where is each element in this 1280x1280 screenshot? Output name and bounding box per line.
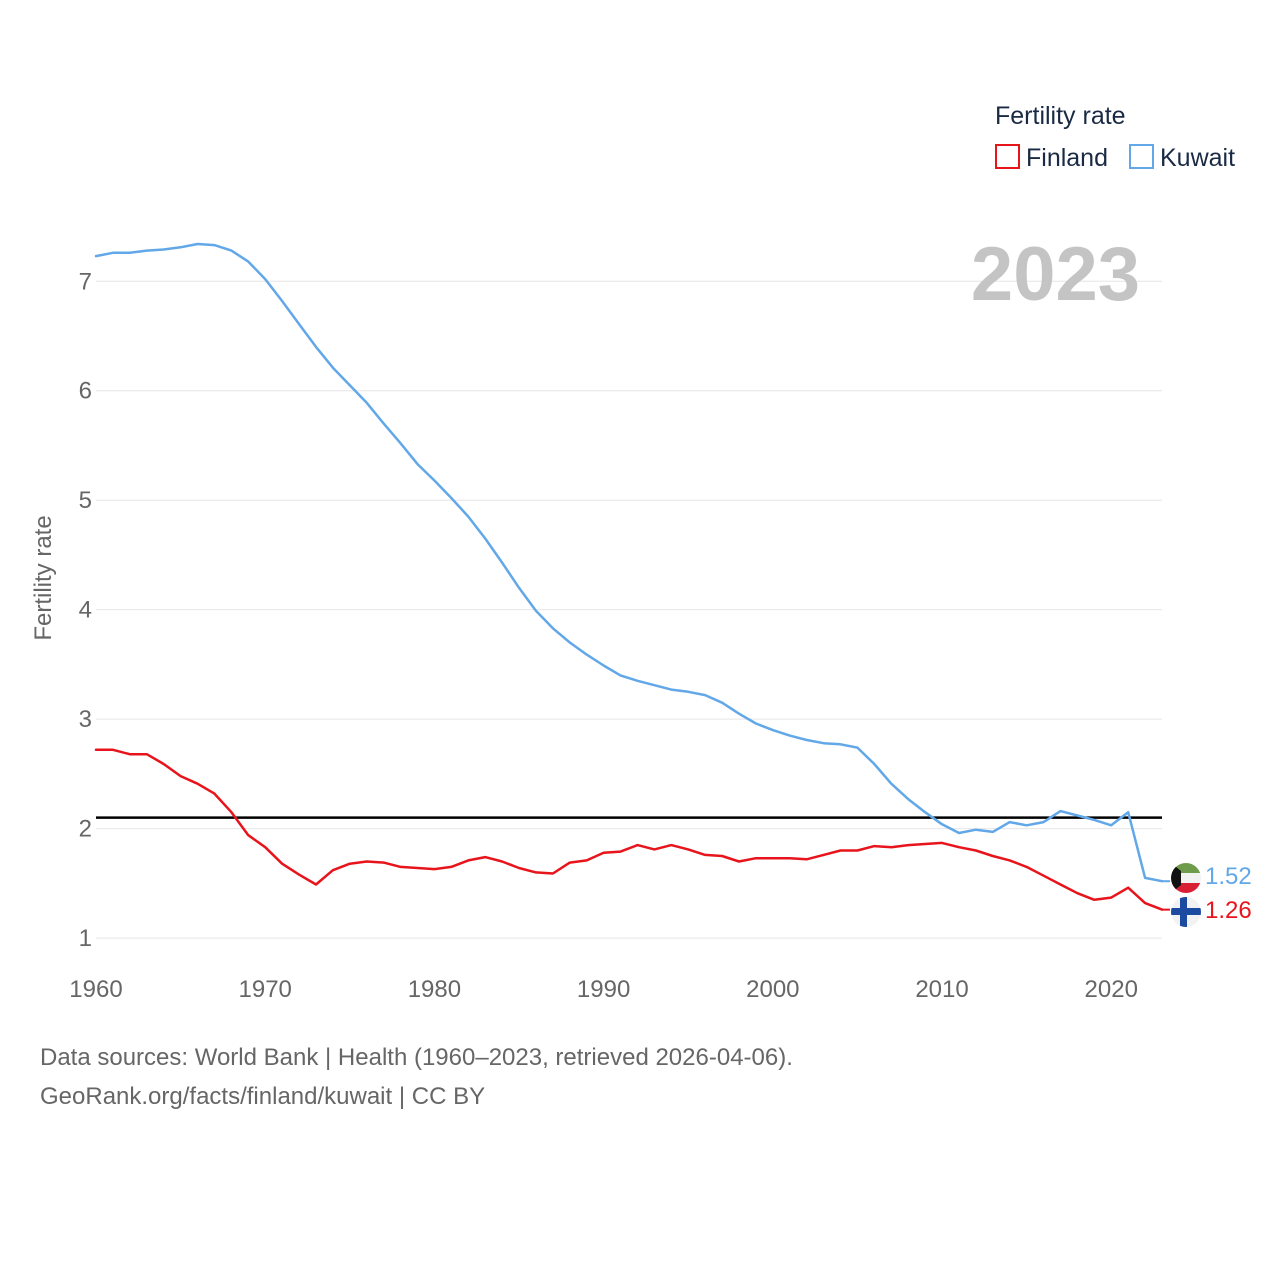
finland-end-value: 1.26 [1205,897,1252,924]
x-tick-label: 1970 [239,976,292,1003]
y-tick-label: 2 [79,816,92,843]
legend-swatch-kuwait [1129,144,1154,169]
x-tick-label: 1960 [69,976,122,1003]
x-tick-label: 2000 [746,976,799,1003]
finland-end-marker: 1.26 [1171,897,1252,927]
footer-sources: Data sources: World Bank | Health (1960–… [40,1044,793,1071]
y-axis-ticks: 1 2 3 4 5 6 7 [79,268,92,952]
y-tick-label: 6 [79,378,92,405]
legend-label-kuwait: Kuwait [1160,144,1235,172]
kuwait-end-value: 1.52 [1205,863,1252,890]
footer-credit: GeoRank.org/facts/finland/kuwait | CC BY [40,1083,486,1110]
y-tick-label: 1 [79,925,92,952]
kuwait-end-marker: 1.52 [1171,863,1252,893]
y-tick-label: 5 [79,487,92,514]
series-line-finland [94,748,1164,911]
x-tick-label: 1980 [408,976,461,1003]
legend: Fertility rate Finland Kuwait [995,102,1235,172]
y-axis-label: Fertility rate [30,515,57,640]
series-lines [94,242,1170,911]
x-axis-ticks: 1960 1970 1980 1990 2000 2010 2020 [69,976,1138,1003]
finland-flag-icon [1171,897,1201,927]
series-line-kuwait [94,242,1164,883]
legend-title: Fertility rate [995,102,1126,130]
year-label: 2023 [971,232,1140,317]
legend-swatch-finland [995,144,1020,169]
y-tick-label: 7 [79,268,92,295]
x-tick-label: 1990 [577,976,630,1003]
y-tick-label: 3 [79,706,92,733]
legend-label-finland: Finland [1026,144,1108,172]
y-tick-label: 4 [79,597,92,624]
gridlines [96,280,1162,939]
x-tick-label: 2010 [915,976,968,1003]
kuwait-flag-icon [1171,863,1201,893]
x-tick-label: 2020 [1085,976,1138,1003]
